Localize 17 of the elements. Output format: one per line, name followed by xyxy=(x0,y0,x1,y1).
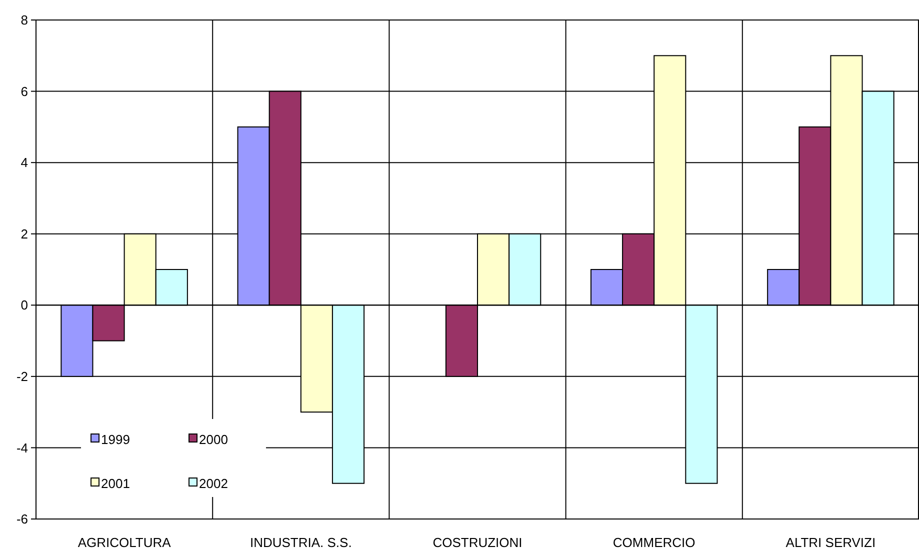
y-tick-label: -6 xyxy=(16,512,28,527)
y-tick-label: -4 xyxy=(16,440,28,456)
x-tick-label: ALTRI SERVIZI xyxy=(786,535,876,550)
x-tick-label: INDUSTRIA. S.S. xyxy=(250,535,352,550)
y-tick-label: 6 xyxy=(20,84,28,99)
y-tick-label: 4 xyxy=(20,155,28,170)
x-tick-label: COMMERCIO xyxy=(612,535,696,550)
y-tick-label: 0 xyxy=(20,298,28,313)
x-tick-label: AGRICOLTURA xyxy=(78,535,172,550)
y-tick-label: -2 xyxy=(16,368,28,384)
y-tick-label: 2 xyxy=(20,226,28,242)
legend-label: 2002 xyxy=(199,476,228,491)
legend-label: 2001 xyxy=(101,476,130,491)
y-tick-label: 8 xyxy=(20,12,28,28)
x-tick-label: COSTRUZIONI xyxy=(432,535,522,550)
legend-label: 2000 xyxy=(199,432,228,447)
legend-label: 1999 xyxy=(101,432,130,447)
